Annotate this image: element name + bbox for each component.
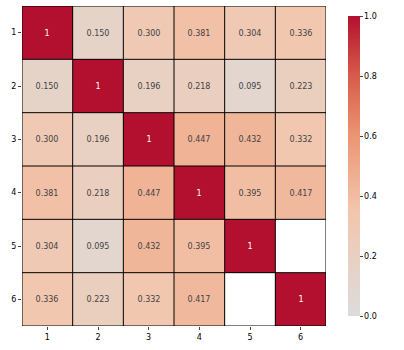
- svg-text:0.6: 0.6: [364, 132, 377, 141]
- svg-text:0.432: 0.432: [138, 242, 161, 251]
- svg-text:2: 2: [95, 333, 100, 342]
- svg-text:0.395: 0.395: [239, 189, 262, 198]
- svg-text:0.447: 0.447: [138, 189, 161, 198]
- svg-text:5: 5: [11, 242, 16, 251]
- svg-text:0.381: 0.381: [188, 29, 211, 38]
- svg-text:0.447: 0.447: [188, 135, 211, 144]
- svg-text:4: 4: [11, 188, 16, 197]
- svg-text:0.196: 0.196: [138, 82, 161, 91]
- svg-text:1: 1: [298, 295, 303, 304]
- svg-text:5: 5: [247, 333, 252, 342]
- svg-text:0.223: 0.223: [290, 82, 313, 91]
- svg-text:0.218: 0.218: [188, 82, 211, 91]
- svg-text:0.095: 0.095: [239, 82, 262, 91]
- svg-text:0.304: 0.304: [239, 29, 262, 38]
- svg-text:0.332: 0.332: [290, 135, 313, 144]
- svg-text:1: 1: [196, 189, 201, 198]
- svg-text:0.336: 0.336: [290, 29, 313, 38]
- svg-text:6: 6: [11, 295, 16, 304]
- svg-text:0.304: 0.304: [36, 242, 59, 251]
- svg-text:0.336: 0.336: [36, 295, 59, 304]
- svg-text:0.150: 0.150: [36, 82, 59, 91]
- svg-text:1: 1: [11, 28, 16, 37]
- svg-text:0.432: 0.432: [239, 135, 262, 144]
- svg-text:0.218: 0.218: [87, 189, 110, 198]
- svg-text:1: 1: [146, 135, 151, 144]
- svg-text:0.150: 0.150: [87, 29, 110, 38]
- svg-text:4: 4: [197, 333, 202, 342]
- svg-text:0.223: 0.223: [87, 295, 110, 304]
- svg-text:0.095: 0.095: [87, 242, 110, 251]
- svg-text:1: 1: [44, 29, 49, 38]
- svg-text:0.196: 0.196: [87, 135, 110, 144]
- svg-text:0.381: 0.381: [36, 189, 59, 198]
- svg-text:3: 3: [146, 333, 151, 342]
- svg-text:0.300: 0.300: [138, 29, 161, 38]
- svg-text:1: 1: [247, 242, 252, 251]
- svg-text:3: 3: [11, 135, 16, 144]
- svg-text:0.395: 0.395: [188, 242, 211, 251]
- svg-text:1: 1: [45, 333, 50, 342]
- svg-text:0.2: 0.2: [364, 252, 377, 261]
- svg-text:6: 6: [298, 333, 303, 342]
- svg-text:0.417: 0.417: [188, 295, 211, 304]
- svg-text:2: 2: [11, 82, 16, 91]
- svg-text:0.417: 0.417: [290, 189, 313, 198]
- svg-text:1.0: 1.0: [364, 12, 377, 21]
- svg-text:0.332: 0.332: [138, 295, 161, 304]
- svg-text:0.0: 0.0: [364, 312, 377, 321]
- svg-text:0.8: 0.8: [364, 72, 377, 81]
- svg-text:0.4: 0.4: [364, 192, 377, 201]
- svg-text:0.300: 0.300: [36, 135, 59, 144]
- svg-text:1: 1: [95, 82, 100, 91]
